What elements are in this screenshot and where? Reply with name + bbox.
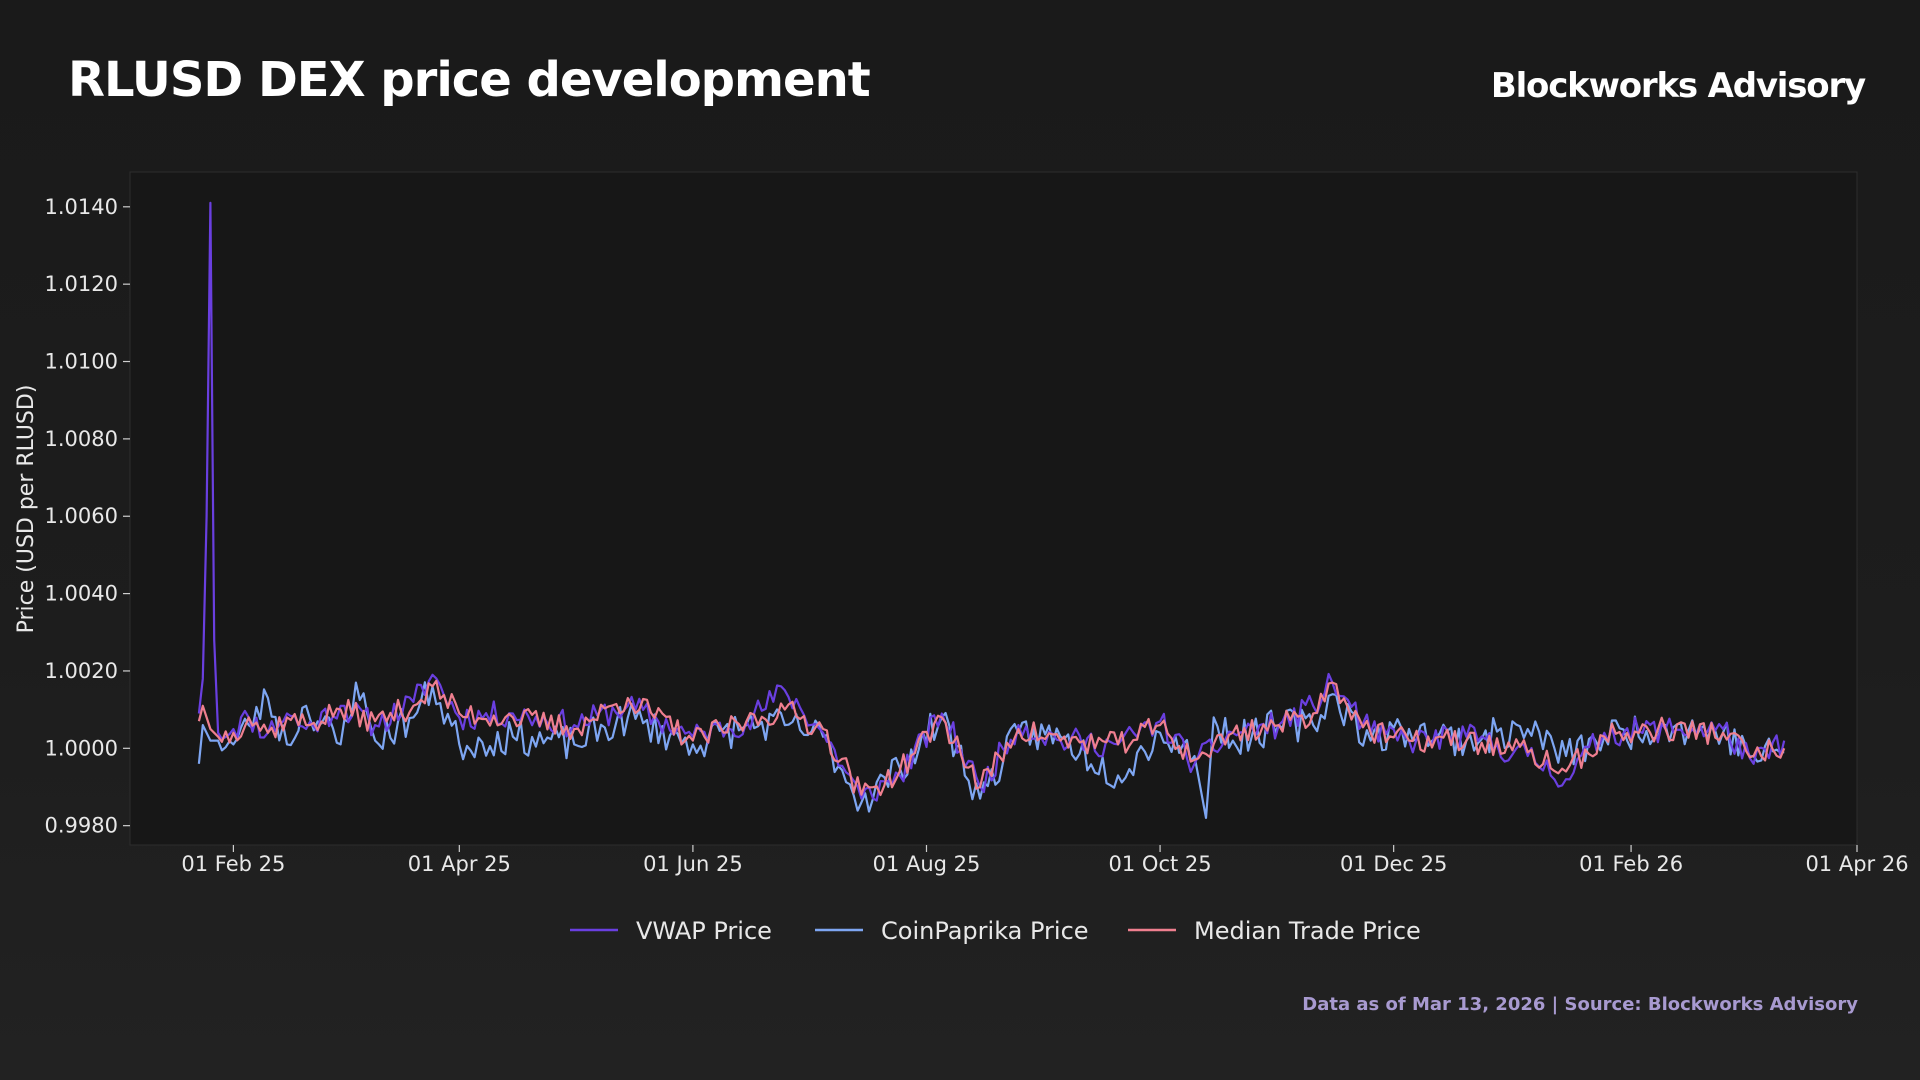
series-line-median-trade-price — [197, 679, 1786, 797]
legend: VWAP Price CoinPaprika Price Median Trade … — [570, 917, 1421, 945]
x-tick-label: 01 Apr 25 — [408, 852, 511, 876]
y-axis-label: Price (USD per RLUSD) — [14, 385, 39, 634]
x-tick-label: 01 Aug 25 — [873, 852, 981, 876]
y-tick-label: 1.0060 — [45, 504, 118, 528]
x-tick-label: 01 Feb 25 — [181, 852, 285, 876]
y-tick-label: 1.0000 — [45, 736, 118, 760]
legend-label: Median Trade Price — [1194, 917, 1421, 945]
x-tick-label: 01 Oct 25 — [1109, 852, 1212, 876]
page-title: RLUSD DEX price development — [68, 52, 871, 108]
plot-area — [129, 171, 1858, 846]
y-tick-label: 1.0100 — [45, 350, 118, 374]
x-axis: 01 Feb 25 01 Apr 25 01 Jun 25 01 Aug 25 01 O… — [181, 845, 1909, 876]
x-tick-label: 01 Apr 26 — [1805, 852, 1908, 876]
series-layer — [197, 201, 1786, 819]
y-tick-label: 1.0140 — [45, 195, 118, 219]
x-tick-label: 01 Jun 25 — [643, 852, 743, 876]
y-tick-label: 1.0020 — [45, 659, 118, 683]
source-note: Data as of Mar 13, 2026 | Source: Blockw… — [1302, 994, 1858, 1015]
legend-label: CoinPaprika Price — [881, 917, 1089, 945]
brand-logo: Blockworks Advisory — [1490, 66, 1866, 106]
y-tick-label: 1.0120 — [45, 272, 118, 296]
legend-label: VWAP Price — [636, 917, 772, 945]
x-tick-label: 01 Feb 26 — [1579, 852, 1683, 876]
y-tick-label: 0.9980 — [45, 814, 118, 838]
y-axis: 0.9980 1.0000 1.0020 1.0040 1.0060 1.0080 1.01… — [45, 195, 130, 838]
series-line-vwap-price — [197, 201, 1786, 802]
y-tick-label: 1.0080 — [45, 427, 118, 451]
y-tick-label: 1.0040 — [45, 582, 118, 606]
x-tick-label: 01 Dec 25 — [1340, 852, 1447, 876]
